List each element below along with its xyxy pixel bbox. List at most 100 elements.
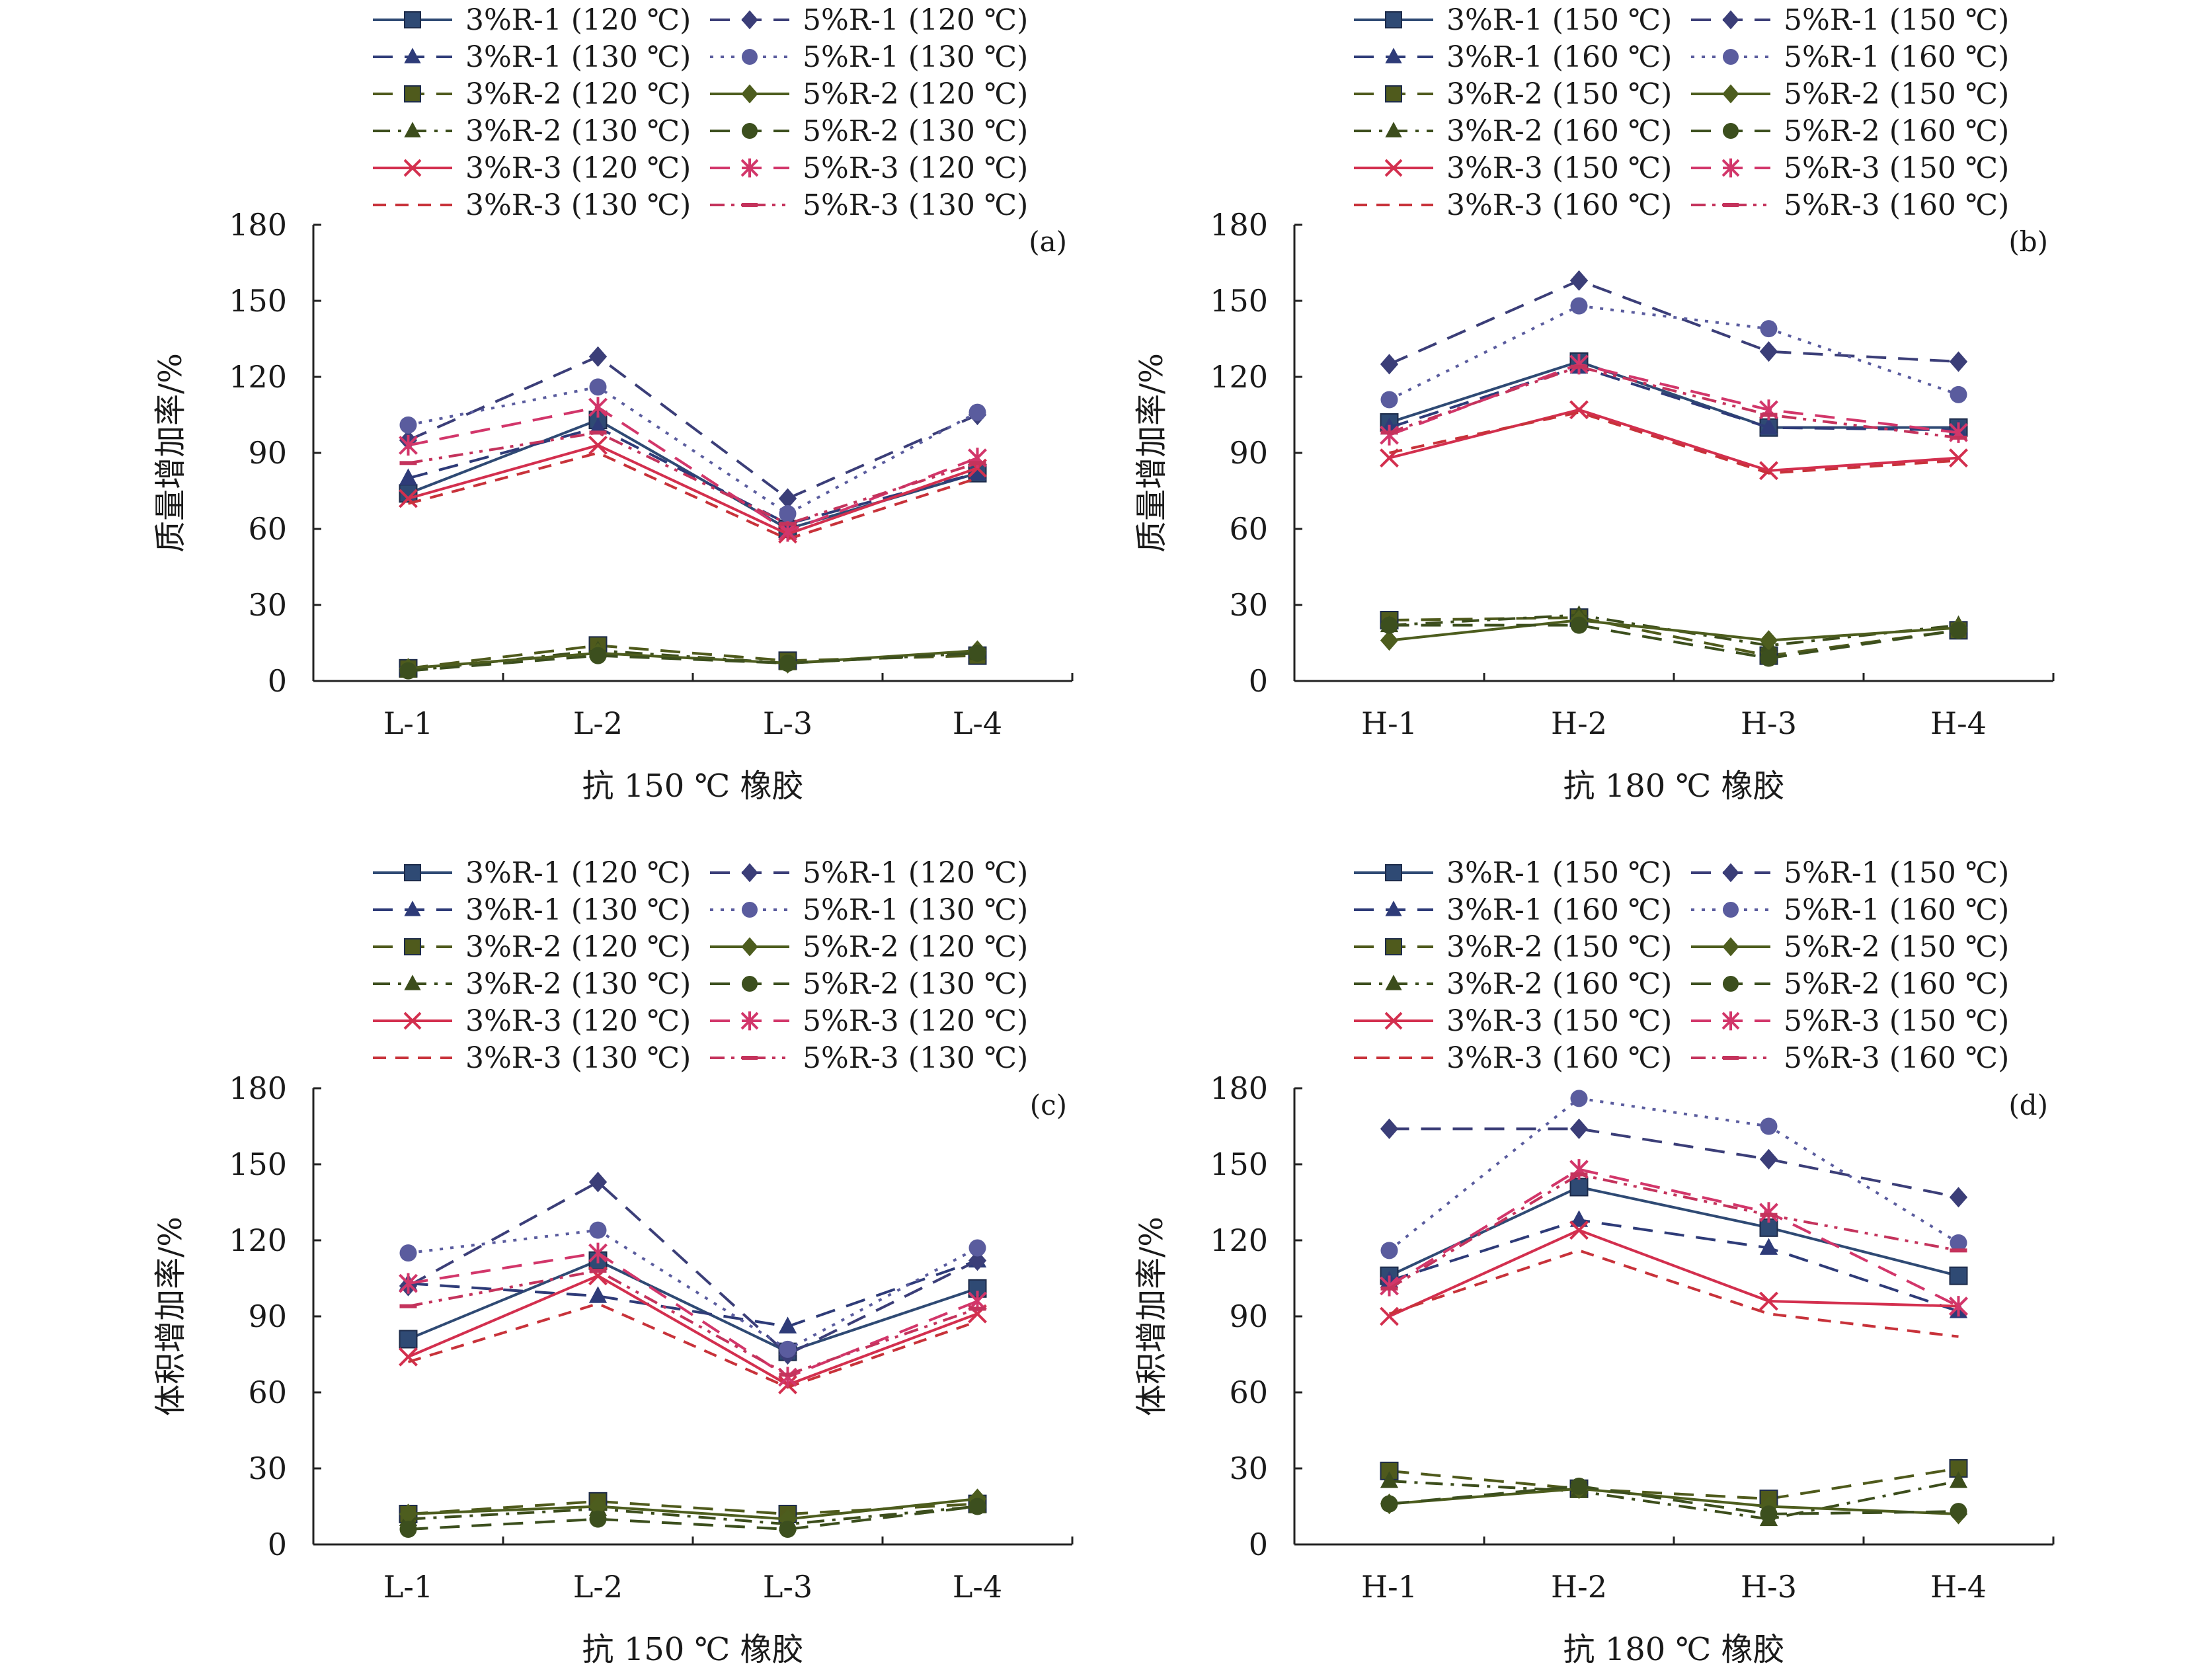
data-point-x — [588, 436, 608, 455]
legend-marker-square — [1385, 85, 1402, 102]
data-point-bar — [779, 1373, 797, 1377]
legend-entry-5: 3%R-3 (120 ℃) — [373, 151, 691, 185]
legend-marker-diamond — [1722, 863, 1739, 883]
data-point-triangle — [588, 417, 608, 435]
data-point-diamond — [1949, 1187, 1968, 1208]
legend-label: 5%R-3 (120 ℃) — [803, 1004, 1028, 1038]
legend-label: 3%R-3 (130 ℃) — [465, 1041, 691, 1075]
legend-marker-circle — [1723, 123, 1739, 139]
data-point-circle — [399, 416, 417, 434]
data-point-diamond — [1759, 630, 1778, 651]
data-point-bar — [1950, 1248, 1967, 1253]
x-axis-title: 抗 180 ℃ 橡胶 — [1563, 768, 1784, 805]
legend-marker-square — [1385, 11, 1402, 28]
x-tick-label: L-3 — [763, 1569, 812, 1605]
legend-entry-7: 5%R-1 (120 ℃) — [710, 3, 1028, 37]
y-tick-label: 180 — [229, 207, 287, 243]
data-point-diamond — [968, 1250, 987, 1271]
legend-entry-4: 3%R-2 (160 ℃) — [1354, 114, 1672, 148]
legend-marker-square — [404, 938, 421, 955]
data-point-square — [1569, 1178, 1589, 1197]
legend-marker-circle — [1723, 49, 1739, 65]
legend-label: 3%R-3 (150 ℃) — [1446, 151, 1672, 185]
series-line — [1388, 279, 1959, 366]
data-point-diamond — [1569, 270, 1589, 291]
x-tick-label: L-4 — [953, 1569, 1002, 1605]
legend-entry-6: 3%R-3 (160 ℃) — [1354, 188, 1672, 222]
y-tick-label: 90 — [1229, 435, 1268, 471]
legend-label: 5%R-2 (120 ℃) — [803, 930, 1028, 964]
data-point-diamond — [778, 488, 797, 509]
legend-label: 3%R-1 (130 ℃) — [465, 893, 691, 927]
legend-marker-bar — [742, 203, 758, 207]
series-10 — [399, 1498, 986, 1538]
data-point-circle — [1380, 1495, 1398, 1513]
data-point-asterisk — [1759, 1202, 1778, 1223]
series-line — [408, 1498, 978, 1521]
x-tick-label: L-1 — [383, 1569, 433, 1605]
series-12 — [1380, 1172, 1967, 1291]
legend-entry-11: 5%R-3 (150 ℃) — [1691, 1004, 2009, 1038]
y-tick-label: 0 — [1249, 663, 1268, 699]
legend-label: 5%R-1 (130 ℃) — [803, 893, 1028, 927]
legend-entry-2: 3%R-1 (130 ℃) — [373, 40, 691, 74]
data-point-circle — [1760, 1505, 1778, 1523]
data-point-asterisk — [1569, 354, 1589, 375]
data-point-circle — [1760, 1117, 1778, 1135]
legend-label: 5%R-2 (160 ℃) — [1784, 114, 2009, 148]
data-point-diamond — [1380, 630, 1399, 651]
data-point-circle — [1950, 1503, 1967, 1521]
data-point-triangle — [1759, 1238, 1778, 1255]
data-point-circle — [968, 644, 986, 662]
series-line — [1388, 365, 1959, 439]
series-6 — [1389, 411, 1959, 475]
data-point-circle — [968, 1239, 986, 1257]
legend-entry-5: 3%R-3 (150 ℃) — [1354, 1004, 1672, 1038]
legend-label: 3%R-1 (150 ℃) — [1446, 3, 1672, 37]
series-10 — [1380, 616, 1967, 667]
x-tick-label: L-4 — [953, 705, 1002, 741]
legend-entry-9: 5%R-2 (150 ℃) — [1691, 930, 2009, 964]
legend-marker-diamond — [741, 84, 758, 104]
x-axis-title: 抗 150 ℃ 橡胶 — [582, 1631, 803, 1668]
y-tick-label: 150 — [1210, 1146, 1268, 1182]
data-point-bar — [968, 1306, 986, 1311]
legend-label: 3%R-3 (130 ℃) — [465, 188, 691, 222]
legend-marker-diamond — [741, 10, 758, 30]
y-tick-label: 60 — [248, 511, 287, 547]
x-tick-label: H-2 — [1551, 705, 1607, 741]
legend-marker-x — [1384, 1012, 1403, 1030]
legend-marker-triangle — [404, 900, 421, 916]
series-line — [1389, 411, 1959, 475]
legend-marker-asterisk — [740, 158, 759, 178]
legend-label: 5%R-1 (160 ℃) — [1784, 893, 2009, 927]
data-point-triangle — [1759, 417, 1778, 435]
legend-entry-7: 5%R-1 (150 ℃) — [1691, 3, 2009, 37]
series-line — [1388, 1249, 1959, 1338]
legend-marker-x — [403, 1012, 422, 1030]
x-tick-label: H-3 — [1741, 1569, 1797, 1605]
legend-entry-3: 3%R-2 (120 ℃) — [373, 77, 691, 111]
data-point-diamond — [1380, 1118, 1399, 1139]
legend-label: 3%R-2 (160 ℃) — [1446, 967, 1672, 1001]
legend-entry-8: 5%R-1 (160 ℃) — [1691, 40, 2009, 74]
y-tick-label: 90 — [248, 435, 287, 471]
data-point-diamond — [588, 346, 608, 367]
series-line — [1388, 1185, 1959, 1277]
y-tick-label: 120 — [229, 1222, 287, 1258]
data-point-asterisk — [588, 397, 608, 418]
legend-entry-12: 5%R-3 (160 ℃) — [1691, 1041, 2009, 1075]
data-point-asterisk — [399, 434, 418, 456]
data-point-x — [1759, 1291, 1778, 1311]
x-tick-label: H-3 — [1741, 705, 1797, 741]
legend-entry-12: 5%R-3 (160 ℃) — [1691, 188, 2009, 222]
legend-marker-square — [404, 864, 421, 881]
panel-label: (c) — [1030, 1089, 1067, 1121]
legend-entry-9: 5%R-2 (150 ℃) — [1691, 77, 2009, 111]
data-point-diamond — [399, 1503, 418, 1525]
data-point-circle — [1760, 320, 1778, 338]
legend-entry-6: 3%R-3 (130 ℃) — [373, 188, 691, 222]
x-tick-label: L-1 — [383, 705, 433, 741]
data-point-circle — [1950, 385, 1967, 403]
